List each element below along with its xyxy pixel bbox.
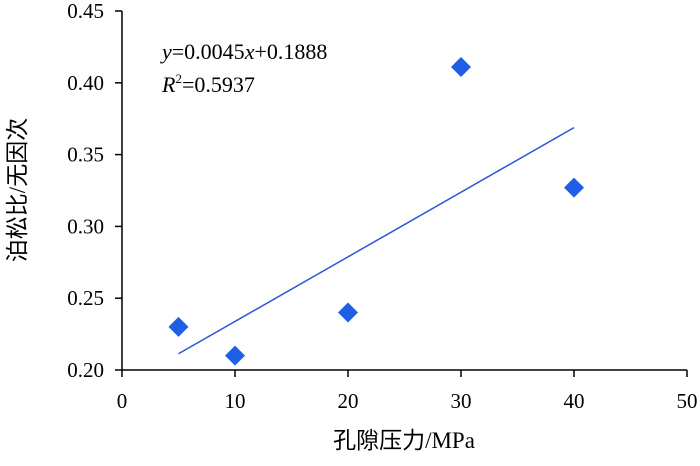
data-point [564,177,584,198]
x-tick-label: 20 [338,389,359,413]
x-tick-label: 30 [451,389,472,413]
data-point [338,302,358,323]
data-points [168,57,584,366]
y-tick-label: 0.45 [67,0,104,23]
trendline-equation: y=0.0045x+0.1888 [160,39,327,64]
x-ticks: 0 10 20 30 40 50 [117,370,698,413]
data-point [451,57,471,78]
y-ticks: 0.20 0.25 0.30 0.35 0.40 0.45 [67,0,122,382]
y-tick-label: 0.30 [67,214,104,238]
data-point [168,316,189,337]
x-axis-title: 孔隙压力/MPa [333,428,475,453]
x-tick-label: 40 [564,389,585,413]
x-tick-label: 10 [225,389,246,413]
y-tick-label: 0.40 [67,71,104,95]
x-tick-label: 50 [677,389,698,413]
axes [121,11,687,371]
x-tick-label: 0 [117,389,128,413]
data-point [225,345,245,366]
r-squared-label: R2=0.5937 [161,71,255,97]
y-tick-label: 0.25 [67,286,104,310]
y-axis-title: 泊松比/无因次 [5,118,30,262]
y-tick-label: 0.35 [67,143,104,167]
y-tick-label: 0.20 [67,358,104,382]
trendline [178,126,575,355]
